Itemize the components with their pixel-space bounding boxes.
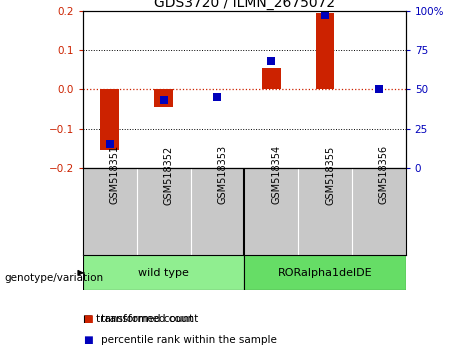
- Text: transformed count: transformed count: [101, 314, 199, 324]
- Bar: [83, 255, 244, 290]
- Text: percentile rank within the sample: percentile rank within the sample: [101, 335, 278, 345]
- Bar: [154, 89, 173, 107]
- Text: wild type: wild type: [138, 268, 189, 278]
- Text: GSM518352: GSM518352: [164, 145, 174, 205]
- Point: [214, 94, 221, 100]
- Text: RORalpha1delDE: RORalpha1delDE: [278, 268, 372, 278]
- Bar: [316, 13, 334, 89]
- Point: [106, 142, 113, 147]
- Point: [375, 86, 383, 92]
- Point: [321, 12, 329, 18]
- Text: GSM518355: GSM518355: [325, 145, 335, 205]
- Bar: [262, 68, 281, 89]
- Text: genotype/variation: genotype/variation: [5, 273, 104, 283]
- Title: GDS3720 / ILMN_2675072: GDS3720 / ILMN_2675072: [154, 0, 335, 10]
- Text: ■: ■: [83, 335, 93, 345]
- Text: GSM518351: GSM518351: [110, 145, 120, 205]
- Text: GSM518356: GSM518356: [379, 145, 389, 205]
- Point: [267, 58, 275, 64]
- Point: [160, 97, 167, 103]
- Text: ■: ■: [83, 314, 93, 324]
- Bar: [244, 255, 406, 290]
- Text: GSM518354: GSM518354: [271, 145, 281, 205]
- Bar: [100, 89, 119, 150]
- Text: GSM518353: GSM518353: [218, 145, 227, 205]
- Text: ■ transformed count: ■ transformed count: [83, 314, 193, 324]
